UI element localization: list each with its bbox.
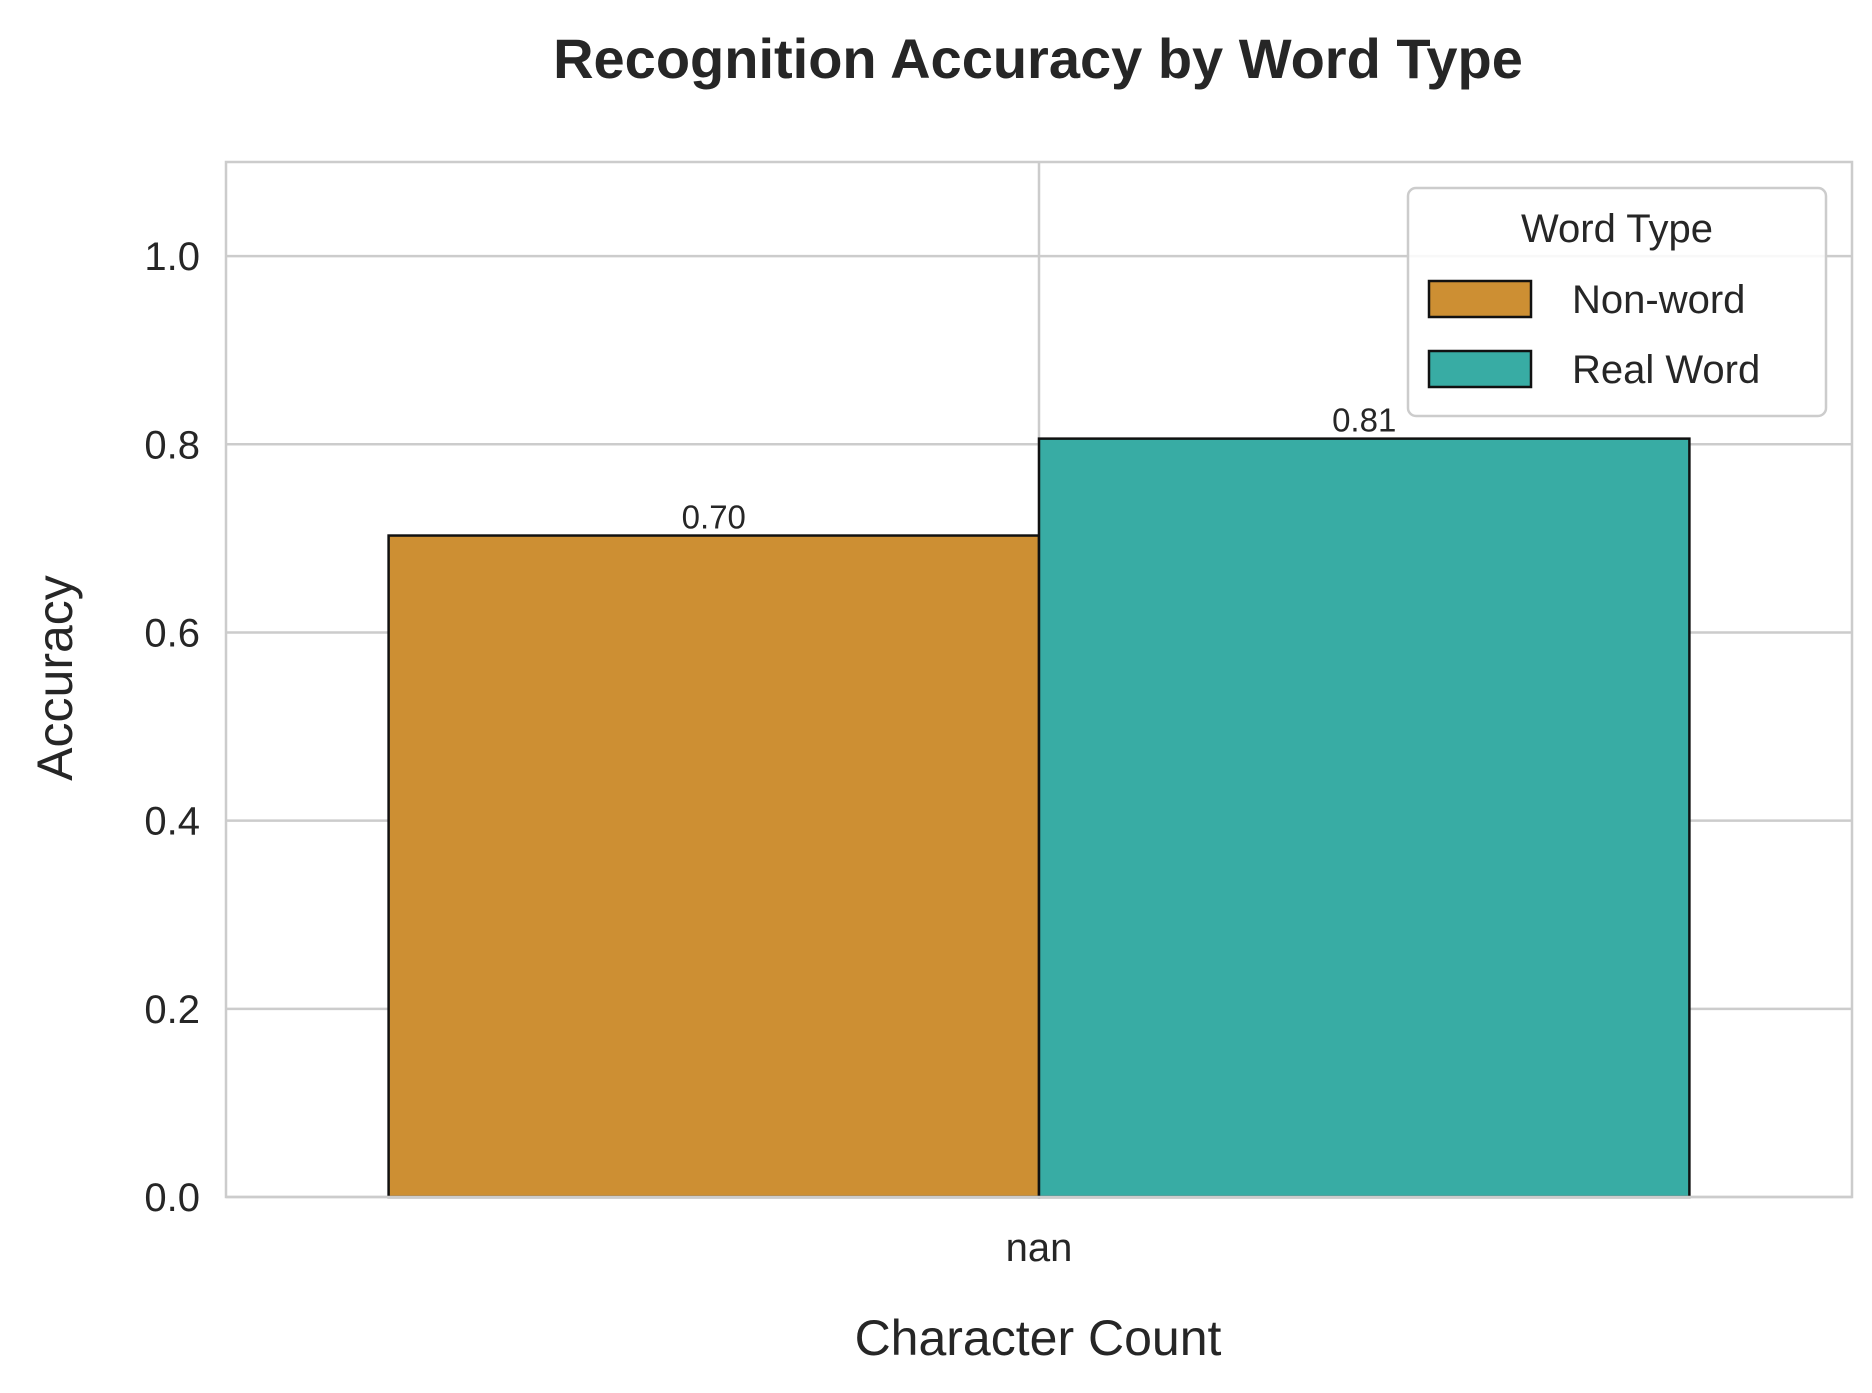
legend: Word Type Non-word Real Word bbox=[1406, 186, 1828, 418]
bar-non-word bbox=[387, 534, 1041, 1199]
legend-swatch bbox=[1427, 349, 1533, 389]
legend-label: Real Word bbox=[1572, 348, 1760, 392]
data-label: 0.70 bbox=[682, 499, 746, 536]
bar-real-word bbox=[1037, 437, 1691, 1199]
legend-entries: Non-word Real Word bbox=[1427, 278, 1760, 392]
data-labels: 0.70 0.81 bbox=[682, 402, 1397, 536]
y-tick-label: 0.8 bbox=[144, 423, 200, 467]
x-axis-label: Character Count bbox=[855, 1310, 1222, 1366]
y-axis-label: Accuracy bbox=[27, 575, 83, 781]
legend-swatch bbox=[1427, 279, 1533, 319]
y-tick-label: 0.4 bbox=[144, 800, 200, 844]
y-tick-label: 0.2 bbox=[144, 988, 200, 1032]
y-tick-label: 1.0 bbox=[144, 235, 200, 279]
x-tick-labels: nan bbox=[1006, 1226, 1073, 1270]
y-tick-label: 0.0 bbox=[144, 1176, 200, 1220]
data-label: 0.81 bbox=[1332, 402, 1396, 439]
legend-title: Word Type bbox=[1521, 207, 1713, 251]
y-tick-label: 0.6 bbox=[144, 611, 200, 655]
y-tick-labels: 0.0 0.2 0.4 0.6 0.8 1.0 bbox=[144, 235, 200, 1220]
plot-area: 0.70 0.81 0.0 0.2 0.4 0.6 0.8 1.0 nan bbox=[144, 160, 1854, 1270]
plot-frame bbox=[224, 160, 1854, 1199]
legend-label: Non-word bbox=[1572, 278, 1745, 322]
chart-title: Recognition Accuracy by Word Type bbox=[553, 27, 1523, 90]
bars bbox=[387, 437, 1691, 1199]
x-tick-label: nan bbox=[1006, 1226, 1073, 1270]
